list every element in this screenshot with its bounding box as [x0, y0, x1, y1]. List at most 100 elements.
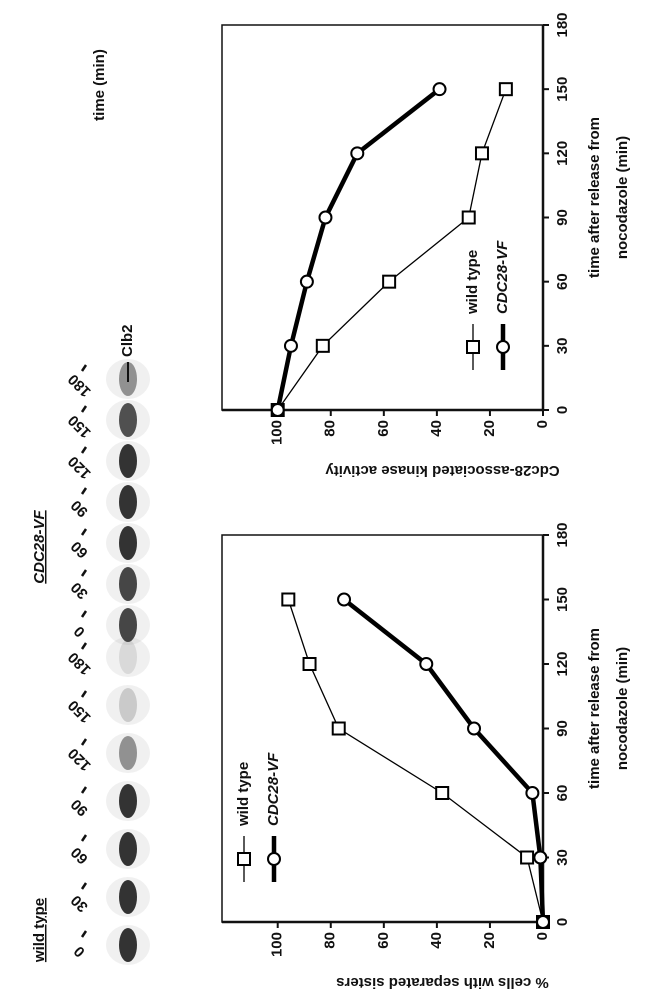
marker-circle	[301, 276, 313, 288]
marker-circle	[468, 723, 480, 735]
x-tick-label: 150	[554, 77, 571, 102]
blot-title: CDC28-VF	[31, 509, 48, 583]
lane-tick	[82, 787, 86, 793]
marker-circle	[537, 916, 549, 928]
series-line	[278, 89, 506, 410]
marker-circle	[434, 83, 446, 95]
lane-label: 30	[68, 891, 92, 915]
blot-smear	[106, 400, 150, 440]
marker-circle	[526, 787, 538, 799]
marker-square	[333, 723, 345, 735]
lane-tick	[82, 488, 86, 494]
marker-square	[467, 341, 479, 353]
x-tick-label: 60	[554, 785, 571, 802]
marker-circle	[497, 341, 509, 353]
lane-label: 150	[65, 697, 95, 727]
lane-label: 90	[68, 795, 92, 819]
legend-label: CDC28-VF	[265, 752, 282, 826]
lane-label: 180	[65, 371, 95, 401]
blot-smear	[106, 925, 150, 965]
lane-tick	[82, 835, 86, 841]
marker-circle	[272, 404, 284, 416]
y-tick-label: 20	[481, 932, 498, 949]
lane-tick	[82, 365, 86, 371]
marker-circle	[420, 658, 432, 670]
x-axis-label: nocodazole (min)	[614, 647, 631, 770]
lane-label: 0	[71, 622, 89, 640]
lane-label: 120	[65, 453, 95, 483]
lane-label: 0	[71, 942, 89, 960]
lane-tick	[82, 739, 86, 745]
lane-tick	[82, 406, 86, 412]
marker-circle	[319, 212, 331, 224]
marker-square	[463, 212, 475, 224]
lane-tick	[82, 529, 86, 535]
y-axis-label: Cdc28-associated kinase activity	[325, 462, 560, 479]
blot-smear	[106, 829, 150, 869]
x-tick-label: 120	[554, 651, 571, 676]
x-tick-label: 150	[554, 587, 571, 612]
marker-square	[476, 147, 488, 159]
y-tick-label: 60	[375, 420, 392, 437]
marker-square	[282, 594, 294, 606]
y-tick-label: 80	[322, 420, 339, 437]
marker-circle	[338, 594, 350, 606]
x-tick-label: 180	[554, 522, 571, 547]
legend-label: CDC28-VF	[494, 240, 511, 314]
lane-tick	[82, 447, 86, 453]
lane-tick	[82, 691, 86, 697]
legend-label: wild type	[464, 250, 481, 315]
x-tick-label: 180	[554, 12, 571, 37]
blot-smear	[106, 564, 150, 604]
x-tick-label: 30	[554, 337, 571, 354]
lane-tick	[82, 611, 86, 617]
x-tick-label: 30	[554, 849, 571, 866]
marker-square	[238, 853, 250, 865]
lane-label: 120	[65, 745, 95, 775]
y-tick-label: 100	[269, 420, 286, 445]
x-tick-label: 90	[554, 720, 571, 737]
y-axis-label: % cells with separated sisters	[336, 974, 549, 991]
x-tick-label: 0	[554, 918, 571, 926]
lane-label: 60	[68, 537, 92, 561]
x-tick-label: 0	[554, 406, 571, 414]
marker-square	[436, 787, 448, 799]
blot-smear	[106, 441, 150, 481]
lane-label: 30	[68, 578, 92, 602]
series-line	[278, 89, 440, 410]
y-tick-label: 0	[534, 420, 551, 428]
marker-circle	[351, 147, 363, 159]
figure: wild type 0 30 60 90 120 150 180 CDC28-VF 0 30 60 90…	[0, 0, 647, 1007]
marker-square	[383, 276, 395, 288]
lane-tick	[82, 570, 86, 576]
y-tick-label: 80	[322, 932, 339, 949]
y-tick-label: 60	[375, 932, 392, 949]
x-tick-label: 120	[554, 141, 571, 166]
y-tick-label: 20	[481, 420, 498, 437]
lane-label: 150	[65, 412, 95, 442]
y-tick-label: 100	[269, 932, 286, 957]
lane-label: 180	[65, 649, 95, 679]
marker-square	[500, 83, 512, 95]
x-tick-label: 90	[554, 209, 571, 226]
plot-frame	[222, 25, 543, 410]
x-axis-label: time after release from	[586, 117, 603, 278]
rotated-figure: wild type 0 30 60 90 120 150 180 CDC28-VF 0 30 60 90…	[31, 12, 631, 991]
lane-tick	[82, 643, 86, 649]
y-tick-label: 40	[428, 420, 445, 437]
time-label: time (min)	[91, 49, 108, 121]
marker-circle	[534, 852, 546, 864]
x-tick-label: 60	[554, 273, 571, 290]
blot-smear	[106, 685, 150, 725]
marker-circle	[285, 340, 297, 352]
y-tick-label: 40	[428, 932, 445, 949]
marker-circle	[268, 853, 280, 865]
blot-smear	[106, 877, 150, 917]
marker-square	[521, 852, 533, 864]
lane-tick	[82, 931, 86, 937]
x-axis-label: time after release from	[586, 628, 603, 789]
legend-label: wild type	[235, 762, 252, 827]
band-label: Clb2	[119, 324, 136, 357]
marker-square	[317, 340, 329, 352]
blot-smear	[106, 733, 150, 773]
